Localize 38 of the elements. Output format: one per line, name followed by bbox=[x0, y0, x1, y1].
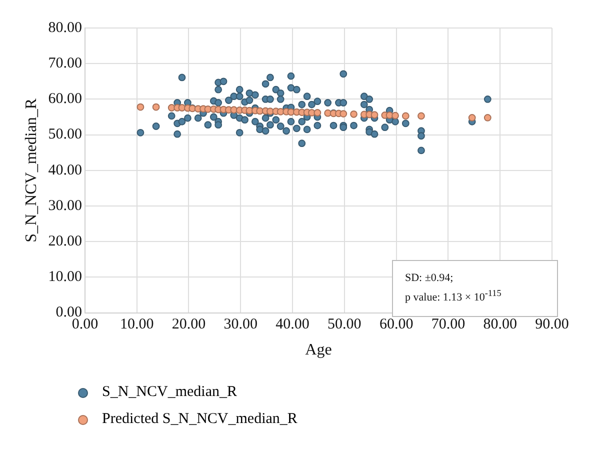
point bbox=[392, 112, 399, 120]
annotation: p value: 1.13 × 10$^{-115}$ bbox=[405, 287, 502, 306]
x-tick-label: 80.00 bbox=[483, 316, 517, 333]
y-tick-label: 80.00 bbox=[48, 20, 82, 36]
x-tick-label: 0.00 bbox=[72, 316, 98, 333]
x-tick-label: 60.00 bbox=[379, 316, 414, 333]
point bbox=[314, 109, 322, 116]
note-box: SD: ±0.94; p value: 1.13 × 10$^{-115}$ bbox=[392, 260, 558, 317]
point bbox=[484, 114, 492, 122]
y-axis-title: S_N_NCV_median_R bbox=[22, 98, 40, 242]
x-tick-label: 40.00 bbox=[276, 316, 310, 333]
y-tick-label: 70.00 bbox=[48, 56, 82, 72]
point bbox=[350, 110, 358, 118]
point bbox=[340, 110, 348, 118]
x-tick-label: 70.00 bbox=[431, 316, 466, 333]
point bbox=[136, 103, 144, 111]
legend-label: Predicted S_N_NCV_median_R bbox=[102, 411, 298, 428]
x-axis-title: Age bbox=[305, 342, 332, 359]
point bbox=[370, 111, 378, 119]
x-tick-label: 20.00 bbox=[172, 316, 206, 333]
point bbox=[308, 109, 316, 116]
x-tick-label: 50.00 bbox=[328, 316, 362, 333]
annotation: SD: ±0.94; bbox=[405, 271, 454, 286]
point bbox=[168, 104, 176, 112]
point bbox=[402, 112, 410, 120]
x-tick-label: 10.00 bbox=[120, 316, 154, 333]
legend-label: S_N_NCV_median_R bbox=[102, 384, 237, 401]
y-tick-label: 60.00 bbox=[48, 91, 82, 108]
point bbox=[152, 103, 160, 111]
x-tick-label: 30.00 bbox=[224, 316, 258, 333]
y-tick-label: 30.00 bbox=[48, 198, 82, 214]
point bbox=[468, 114, 476, 122]
x-tick-label: 90.00 bbox=[535, 316, 569, 333]
y-tick-label: 10.00 bbox=[48, 269, 82, 286]
y-tick-label: 40.00 bbox=[48, 162, 82, 178]
point bbox=[418, 112, 425, 120]
y-tick-label: 50.00 bbox=[48, 126, 82, 143]
y-tick-label: 20.00 bbox=[48, 234, 82, 250]
